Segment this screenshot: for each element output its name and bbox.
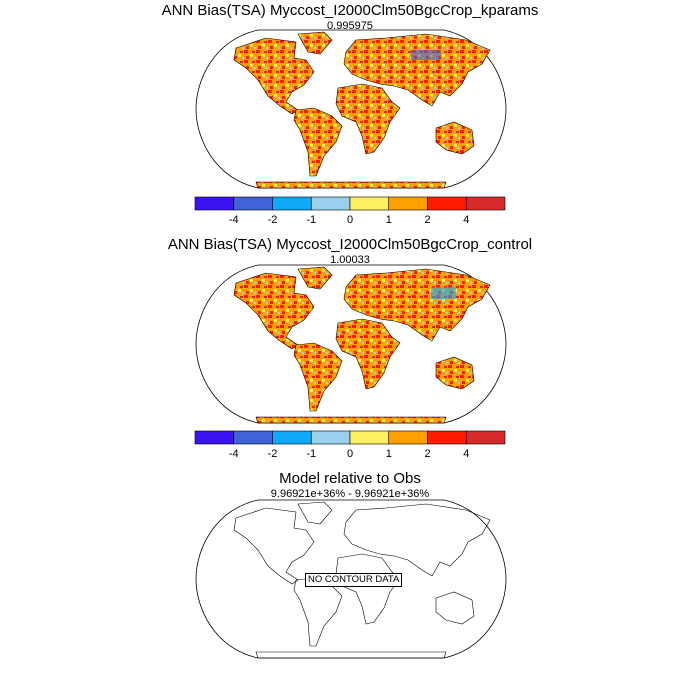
colorbar-swatch (272, 430, 312, 445)
no-contour-data-label: NO CONTOUR DATA (305, 573, 403, 587)
colorbar-swatch (465, 430, 506, 445)
colorbar-label: -2 (268, 214, 278, 226)
colorbar-swatch (233, 430, 273, 445)
panel1-map (195, 29, 507, 189)
colorbar-label: 2 (424, 448, 430, 460)
colorbar-swatch (310, 196, 351, 211)
panel2-map (195, 264, 507, 424)
colorbar-label: -1 (306, 214, 316, 226)
colorbar-label: -1 (306, 448, 316, 460)
colorbar-swatch (194, 196, 235, 211)
colorbar-label: 2 (424, 214, 430, 226)
colorbar-label: -4 (229, 214, 239, 226)
colorbar-label: 4 (463, 214, 469, 226)
colorbar-2: -4 -2 -1 0 1 2 4 (194, 430, 506, 460)
colorbar-label: 1 (386, 214, 392, 226)
panel2-subtitle: 1.00033 (330, 254, 370, 266)
colorbar-swatch (349, 430, 390, 445)
colorbar-label: 0 (347, 448, 353, 460)
colorbar-1: -4 -2 -1 0 1 2 4 (194, 196, 506, 226)
panel2-title: ANN Bias(TSA) Myccost_I2000Clm50BgcCrop_… (167, 236, 533, 253)
colorbar-swatch (272, 196, 312, 211)
panel1-subtitle: 0.995975 (327, 20, 373, 32)
panel1-title: ANN Bias(TSA) Myccost_I2000Clm50BgcCrop_… (161, 2, 539, 19)
colorbar-swatch (388, 196, 428, 211)
colorbar-label: 4 (463, 448, 469, 460)
colorbar-swatch (194, 430, 235, 445)
colorbar-swatch (465, 196, 506, 211)
panel3-title: Model relative to Obs (279, 470, 421, 487)
colorbar-label: 1 (386, 448, 392, 460)
colorbar-swatch (388, 430, 428, 445)
colorbar-label: 0 (347, 214, 353, 226)
colorbar-swatch (310, 430, 351, 445)
colorbar-swatch (233, 196, 273, 211)
colorbar-label: -4 (229, 448, 239, 460)
panel3-subtitle: 9.96921e+36% - 9.96921e+36% (270, 488, 430, 500)
colorbar-swatch (427, 430, 467, 445)
colorbar-label: -2 (268, 448, 278, 460)
colorbar-swatch (349, 196, 390, 211)
colorbar-swatch (427, 196, 467, 211)
